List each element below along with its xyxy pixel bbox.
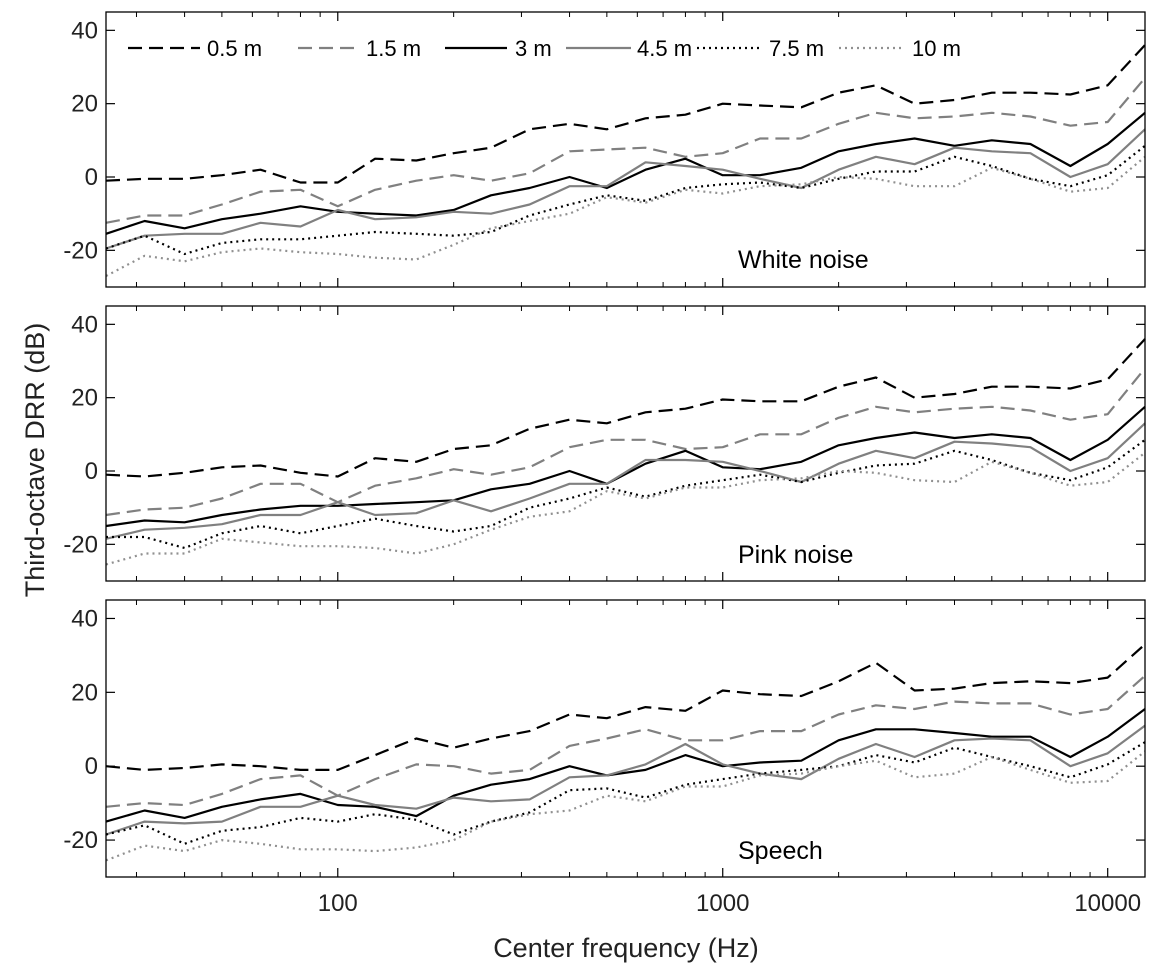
y-tick-label: 20 — [71, 679, 98, 706]
y-tick-label: 0 — [85, 164, 98, 191]
series-line — [105, 338, 1146, 478]
legend-item: 0.5 m — [128, 36, 262, 61]
series-line — [105, 750, 1146, 862]
legend-item: 4.5 m — [566, 36, 692, 61]
series-line — [105, 155, 1146, 277]
series-line — [105, 77, 1146, 224]
legend-item: 10 m — [839, 36, 961, 61]
panel-1: -20 0 20 40 Pink noise — [63, 305, 1146, 582]
panel-frame — [105, 11, 1146, 288]
series-line — [105, 422, 1146, 540]
legend-label: 10 m — [912, 36, 961, 61]
panel-0: -20 0 20 40 White noise — [63, 11, 1146, 288]
y-tick-label: 40 — [71, 17, 98, 44]
series-line — [105, 111, 1146, 235]
y-tick-label: 0 — [85, 753, 98, 780]
x-tick-label: 1000 — [696, 890, 749, 917]
series-line — [105, 724, 1146, 836]
y-tick-label: 40 — [71, 311, 98, 338]
series-line — [105, 128, 1146, 250]
series-line — [105, 405, 1146, 528]
legend-item: 1.5 m — [298, 36, 421, 61]
y-axis-title: Third-octave DRR (dB) — [20, 323, 50, 598]
series-line — [105, 367, 1146, 517]
y-tick-label: 0 — [85, 458, 98, 485]
panel-frame — [105, 305, 1146, 582]
y-tick-label: 20 — [71, 385, 98, 412]
y-tick-label: 40 — [71, 605, 98, 632]
series-line — [105, 708, 1146, 823]
legend-item: 7.5 m — [697, 36, 824, 61]
legend-label: 4.5 m — [637, 36, 692, 61]
series-line — [105, 741, 1146, 845]
panel-label: Pink noise — [738, 541, 853, 569]
panel-label: White noise — [738, 246, 869, 274]
x-axis-title: Center frequency (Hz) — [493, 933, 759, 963]
series-line — [105, 674, 1146, 808]
series-line — [105, 44, 1146, 184]
series-line — [105, 643, 1146, 771]
x-tick-label: 100 — [318, 890, 358, 917]
legend-item: 3 m — [445, 36, 552, 61]
y-tick-label: -20 — [63, 827, 98, 854]
panel-frame — [105, 599, 1146, 878]
y-tick-label: -20 — [63, 531, 98, 558]
x-tick-label: 10000 — [1074, 890, 1141, 917]
legend-label: 0.5 m — [207, 36, 262, 61]
legend-label: 1.5 m — [366, 36, 421, 61]
series-line — [106, 438, 1146, 550]
y-tick-label: -20 — [63, 237, 98, 264]
legend-label: 7.5 m — [769, 36, 824, 61]
legend: 0.5 m 1.5 m 3 m 4.5 m 7.5 m 10 m — [128, 36, 961, 61]
panel-2: -20 0 20 40 Speech — [63, 599, 1146, 878]
legend-label: 3 m — [515, 36, 552, 61]
panel-label: Speech — [738, 837, 823, 865]
y-tick-label: 20 — [71, 91, 98, 118]
series-line — [105, 144, 1146, 256]
